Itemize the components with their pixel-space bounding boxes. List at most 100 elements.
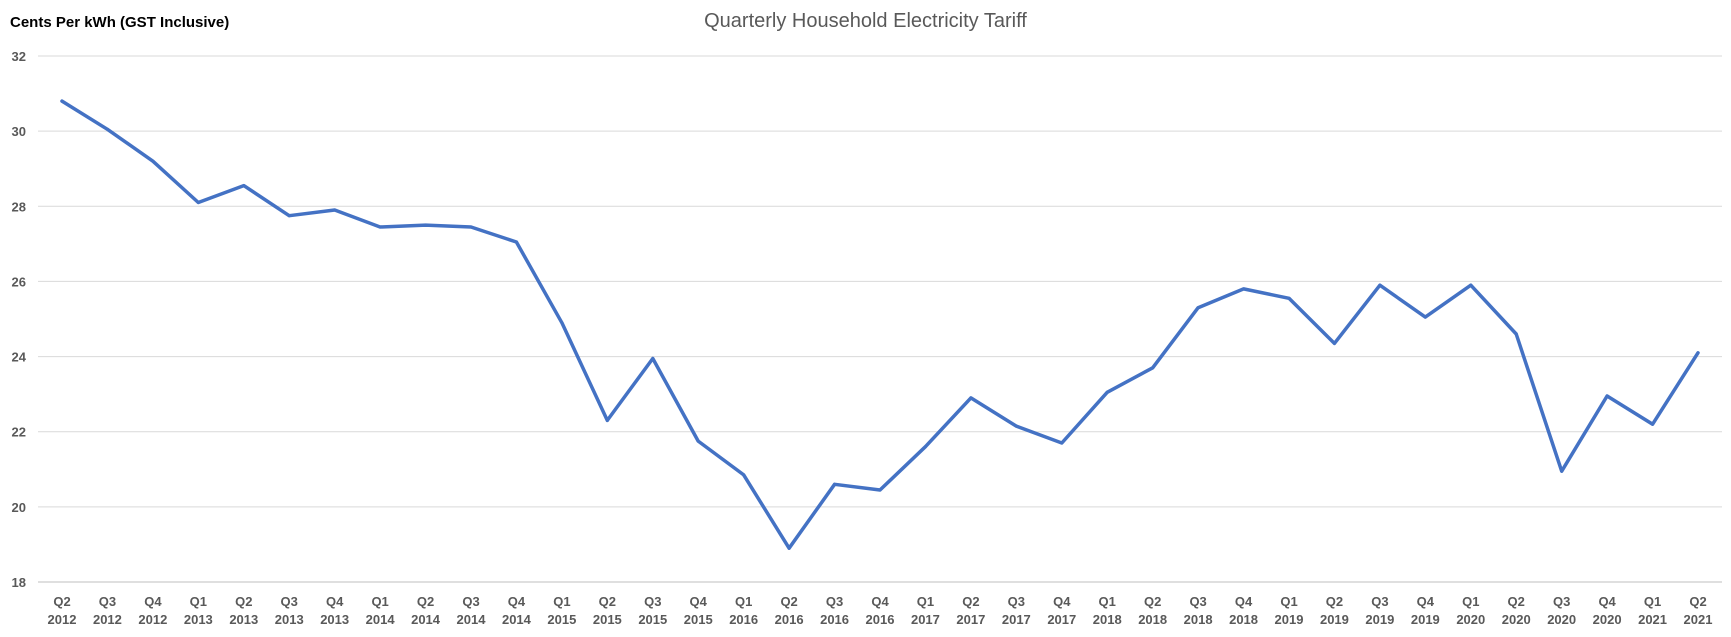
data-point bbox=[560, 321, 564, 325]
data-point bbox=[1560, 469, 1564, 473]
data-point bbox=[151, 159, 155, 163]
x-tick-label-year: 2019 bbox=[1320, 612, 1349, 627]
data-point bbox=[923, 445, 927, 449]
x-tick-label-quarter: Q2 bbox=[599, 594, 616, 609]
data-point bbox=[1696, 351, 1700, 355]
x-tick-label-year: 2016 bbox=[729, 612, 758, 627]
x-tick-label-quarter: Q4 bbox=[144, 594, 162, 609]
data-point bbox=[469, 225, 473, 229]
x-tick-label-year: 2014 bbox=[502, 612, 532, 627]
x-tick-label-quarter: Q4 bbox=[1053, 594, 1071, 609]
data-point bbox=[1469, 283, 1473, 287]
x-tick-label-quarter: Q2 bbox=[1144, 594, 1161, 609]
x-tick-label-year: 2015 bbox=[684, 612, 713, 627]
y-tick-labels: 18 20 22 24 26 28 30 32 bbox=[12, 49, 27, 590]
x-tick-label-year: 2012 bbox=[138, 612, 167, 627]
x-tick-label-year: 2016 bbox=[866, 612, 895, 627]
x-tick-label-quarter: Q2 bbox=[235, 594, 252, 609]
x-tick-label-quarter: Q3 bbox=[1553, 594, 1570, 609]
x-tick-label-quarter: Q2 bbox=[1326, 594, 1343, 609]
x-tick-label-quarter: Q4 bbox=[1417, 594, 1435, 609]
x-tick-label-year: 2014 bbox=[457, 612, 487, 627]
x-tick-label-quarter: Q2 bbox=[417, 594, 434, 609]
x-tick-label-year: 2019 bbox=[1275, 612, 1304, 627]
data-point bbox=[105, 127, 109, 131]
x-tick-label-year: 2017 bbox=[1002, 612, 1031, 627]
x-tick-label-quarter: Q1 bbox=[1099, 594, 1116, 609]
data-point bbox=[514, 240, 518, 244]
data-point bbox=[1651, 422, 1655, 426]
x-tick-label-quarter: Q4 bbox=[508, 594, 526, 609]
x-tick-label-year: 2017 bbox=[911, 612, 940, 627]
x-tick-label-year: 2017 bbox=[956, 612, 985, 627]
y-axis-label: Cents Per kWh (GST Inclusive) bbox=[10, 14, 230, 31]
x-tick-label-year: 2013 bbox=[184, 612, 213, 627]
x-tick-label-quarter: Q1 bbox=[371, 594, 388, 609]
data-point bbox=[605, 418, 609, 422]
y-tick-label: 28 bbox=[12, 199, 26, 214]
x-tick-label-year: 2018 bbox=[1184, 612, 1213, 627]
data-point bbox=[1287, 296, 1291, 300]
x-tick-label-year: 2012 bbox=[48, 612, 77, 627]
x-tick-label-year: 2021 bbox=[1638, 612, 1667, 627]
data-point bbox=[196, 201, 200, 205]
data-point bbox=[1378, 283, 1382, 287]
data-point bbox=[1242, 287, 1246, 291]
x-tick-label-year: 2015 bbox=[593, 612, 622, 627]
data-point bbox=[696, 439, 700, 443]
x-tick-label-year: 2013 bbox=[229, 612, 258, 627]
data-point bbox=[878, 488, 882, 492]
y-tick-label: 22 bbox=[12, 425, 26, 440]
data-point bbox=[1196, 306, 1200, 310]
x-tick-label-quarter: Q2 bbox=[53, 594, 70, 609]
data-point bbox=[651, 356, 655, 360]
x-tick-label-quarter: Q1 bbox=[917, 594, 934, 609]
x-tick-label-year: 2020 bbox=[1547, 612, 1576, 627]
data-point bbox=[1332, 341, 1336, 345]
y-tick-label: 18 bbox=[12, 575, 26, 590]
x-tick-label-quarter: Q1 bbox=[190, 594, 207, 609]
x-tick-label-quarter: Q1 bbox=[735, 594, 752, 609]
chart-title: Quarterly Household Electricity Tariff bbox=[704, 10, 1027, 32]
x-tick-label-year: 2018 bbox=[1229, 612, 1258, 627]
x-tick-label-quarter: Q3 bbox=[826, 594, 843, 609]
gridlines bbox=[38, 55, 1722, 583]
x-tick-label-quarter: Q3 bbox=[462, 594, 479, 609]
x-tick-label-year: 2014 bbox=[411, 612, 441, 627]
x-tick-label-year: 2015 bbox=[638, 612, 667, 627]
x-tick-label-year: 2019 bbox=[1411, 612, 1440, 627]
x-tick-label-quarter: Q4 bbox=[690, 594, 708, 609]
x-tick-label-quarter: Q4 bbox=[1598, 594, 1616, 609]
series-layer bbox=[60, 99, 1700, 550]
x-tick-label-year: 2016 bbox=[820, 612, 849, 627]
x-tick-label-quarter: Q4 bbox=[871, 594, 889, 609]
data-point bbox=[333, 208, 337, 212]
y-tick-label: 24 bbox=[12, 350, 27, 365]
x-tick-label-year: 2020 bbox=[1502, 612, 1531, 627]
x-tick-label-year: 2019 bbox=[1365, 612, 1394, 627]
x-tick-label-quarter: Q3 bbox=[644, 594, 661, 609]
x-tick-label-quarter: Q4 bbox=[326, 594, 344, 609]
x-tick-label-quarter: Q3 bbox=[281, 594, 298, 609]
series-line bbox=[60, 99, 1700, 550]
data-point bbox=[1105, 390, 1109, 394]
x-tick-label-quarter: Q1 bbox=[1462, 594, 1479, 609]
data-point bbox=[969, 396, 973, 400]
data-point bbox=[242, 184, 246, 188]
x-tick-label-year: 2015 bbox=[547, 612, 576, 627]
y-tick-label: 20 bbox=[12, 500, 26, 515]
data-point bbox=[1151, 366, 1155, 370]
x-tick-label-year: 2013 bbox=[320, 612, 349, 627]
y-tick-label: 26 bbox=[12, 274, 26, 289]
x-tick-label-quarter: Q2 bbox=[780, 594, 797, 609]
x-tick-label-year: 2013 bbox=[275, 612, 304, 627]
x-tick-label-year: 2017 bbox=[1047, 612, 1076, 627]
data-point bbox=[1423, 315, 1427, 319]
y-tick-label: 30 bbox=[12, 124, 26, 139]
data-point bbox=[424, 223, 428, 227]
x-tick-labels: Q2 2012 Q3 2012 Q4 2012 Q1 2013 Q2 2013 Q3 2013 Q4 20… bbox=[48, 594, 1713, 627]
y-tick-label: 32 bbox=[12, 49, 26, 64]
x-tick-label-quarter: Q2 bbox=[1508, 594, 1525, 609]
x-tick-label-year: 2014 bbox=[366, 612, 396, 627]
x-tick-label-quarter: Q1 bbox=[1644, 594, 1661, 609]
